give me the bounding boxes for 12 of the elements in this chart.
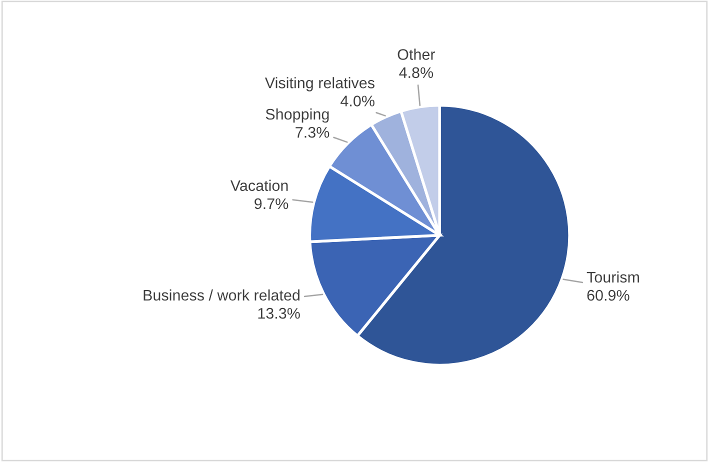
slice-label: Business / work related — [144, 289, 300, 301]
slice-label: Tourism — [586, 271, 639, 283]
data-label: 4.8% — [399, 67, 434, 78]
data-label: 9.7% — [254, 198, 288, 210]
data-label: 60.9% — [587, 290, 630, 301]
data-label: 13.3% — [258, 308, 300, 319]
slice-label: Vacation — [230, 180, 288, 192]
slice-label: Shopping — [266, 108, 329, 123]
slice-label: Other — [398, 48, 436, 60]
data-label: 7.3% — [296, 126, 330, 138]
slice-label: Visiting relatives — [264, 77, 374, 92]
data-label: 4.0% — [340, 96, 374, 106]
